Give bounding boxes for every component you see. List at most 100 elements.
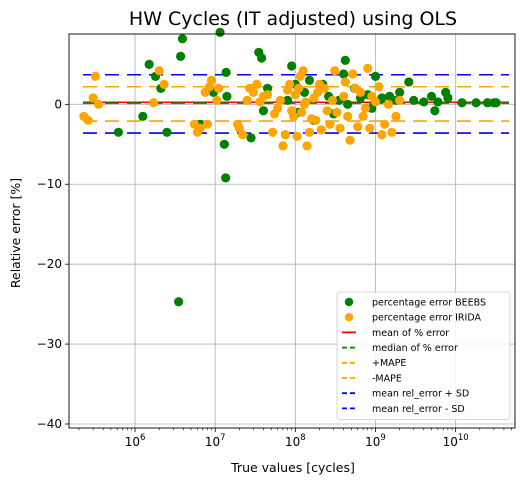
irida-point — [332, 107, 342, 117]
beebs-point — [404, 77, 414, 87]
y-tick-label: 0 — [54, 97, 62, 111]
irida-point — [325, 119, 335, 129]
beebs-point — [174, 297, 184, 307]
beebs-point — [222, 91, 232, 101]
x-tick-label: 108 — [285, 433, 306, 449]
beebs-point — [282, 95, 293, 105]
irida-point — [195, 123, 205, 133]
legend-label: mean rel_error + SD — [372, 389, 469, 400]
irida-point — [345, 135, 355, 145]
beebs-point — [304, 75, 315, 85]
beebs-point — [482, 98, 493, 108]
beebs-point — [177, 34, 188, 44]
irida-point — [88, 93, 98, 103]
legend-marker — [344, 313, 354, 322]
beebs-point — [430, 106, 440, 116]
beebs-point — [258, 106, 269, 116]
irida-point — [278, 141, 288, 151]
irida-point — [280, 130, 290, 140]
y-tick-label: −20 — [37, 257, 62, 271]
irida-point — [304, 127, 315, 137]
beebs-point — [221, 67, 231, 77]
irida-point — [272, 103, 283, 113]
irida-point — [294, 83, 304, 93]
y-tick-label: −40 — [37, 417, 62, 431]
irida-point — [358, 111, 368, 121]
irida-point — [353, 122, 363, 132]
beebs-point — [443, 93, 453, 103]
x-tick-label: 106 — [125, 433, 146, 449]
legend-label: mean rel_error - SD — [372, 404, 465, 415]
irida-point — [159, 79, 169, 89]
irida-point — [252, 79, 262, 89]
legend-label: -MAPE — [372, 373, 402, 384]
irida-point — [355, 87, 366, 97]
irida-point — [242, 95, 252, 105]
beebs-point — [257, 53, 267, 63]
beebs-point — [491, 98, 501, 108]
irida-point — [285, 79, 295, 89]
irida-point — [313, 87, 323, 97]
beebs-point — [419, 97, 429, 107]
x-tick-label: 109 — [365, 433, 386, 449]
y-tick-label: −30 — [37, 337, 62, 351]
irida-point — [297, 107, 307, 117]
beebs-point — [343, 99, 353, 109]
irida-point — [206, 75, 217, 85]
axis-ticks: 106 107 108 109 1010 0 −10 −20 −30 −40 — [37, 97, 512, 449]
irida-point — [363, 63, 373, 73]
x-tick-label: 1010 — [443, 433, 469, 449]
irida-point — [301, 97, 311, 107]
beebs-point — [175, 51, 186, 61]
irida-point — [302, 141, 312, 151]
legend-marker — [344, 297, 354, 307]
irida-point — [391, 111, 401, 121]
irida-point — [288, 111, 299, 121]
irida-point — [292, 131, 302, 141]
beebs-point — [340, 55, 350, 65]
irida-point — [83, 115, 93, 125]
beebs-point — [138, 111, 148, 121]
irida-point — [343, 111, 353, 121]
chart-title: HW Cycles (IT adjusted) using OLS — [129, 8, 457, 30]
irida-point — [248, 87, 259, 97]
irida-point — [275, 95, 285, 105]
irida-point — [370, 97, 381, 107]
irida-point — [339, 91, 349, 101]
irida-point — [212, 95, 222, 105]
irida-point — [202, 119, 213, 129]
plot-frame — [68, 33, 516, 429]
grid-lines — [69, 34, 515, 428]
beebs-point — [144, 59, 154, 69]
irida-point — [316, 125, 326, 135]
y-axis-label: Relative error [%] — [8, 178, 23, 288]
irida-point — [213, 83, 224, 93]
irida-point — [238, 130, 248, 140]
x-tick-label: 107 — [205, 433, 226, 449]
beebs-point — [370, 71, 381, 81]
legend-label: percentage error IRIDA — [372, 313, 481, 324]
irida-point — [327, 95, 338, 105]
beebs-point — [219, 139, 229, 149]
legend-label: median of % error — [372, 343, 458, 354]
legend: percentage error BEEBS percentage error I… — [336, 291, 511, 420]
irida-point — [348, 69, 358, 79]
beebs-point — [113, 127, 123, 137]
beebs-point — [457, 98, 467, 108]
irida-point — [365, 123, 375, 133]
irida-point — [383, 99, 394, 109]
beebs-point — [215, 27, 225, 38]
beebs-point — [426, 91, 437, 101]
beebs-point — [409, 95, 419, 105]
irida-point — [322, 106, 332, 116]
beebs-point — [339, 69, 349, 79]
irida-point — [262, 90, 273, 100]
irida-point — [387, 127, 397, 137]
y-tick-label: −10 — [37, 177, 62, 191]
beebs-point — [262, 83, 273, 93]
irida-point — [311, 115, 321, 125]
irida-point — [380, 119, 390, 129]
legend-label: percentage error BEEBS — [372, 297, 486, 308]
irida-point — [360, 103, 371, 113]
